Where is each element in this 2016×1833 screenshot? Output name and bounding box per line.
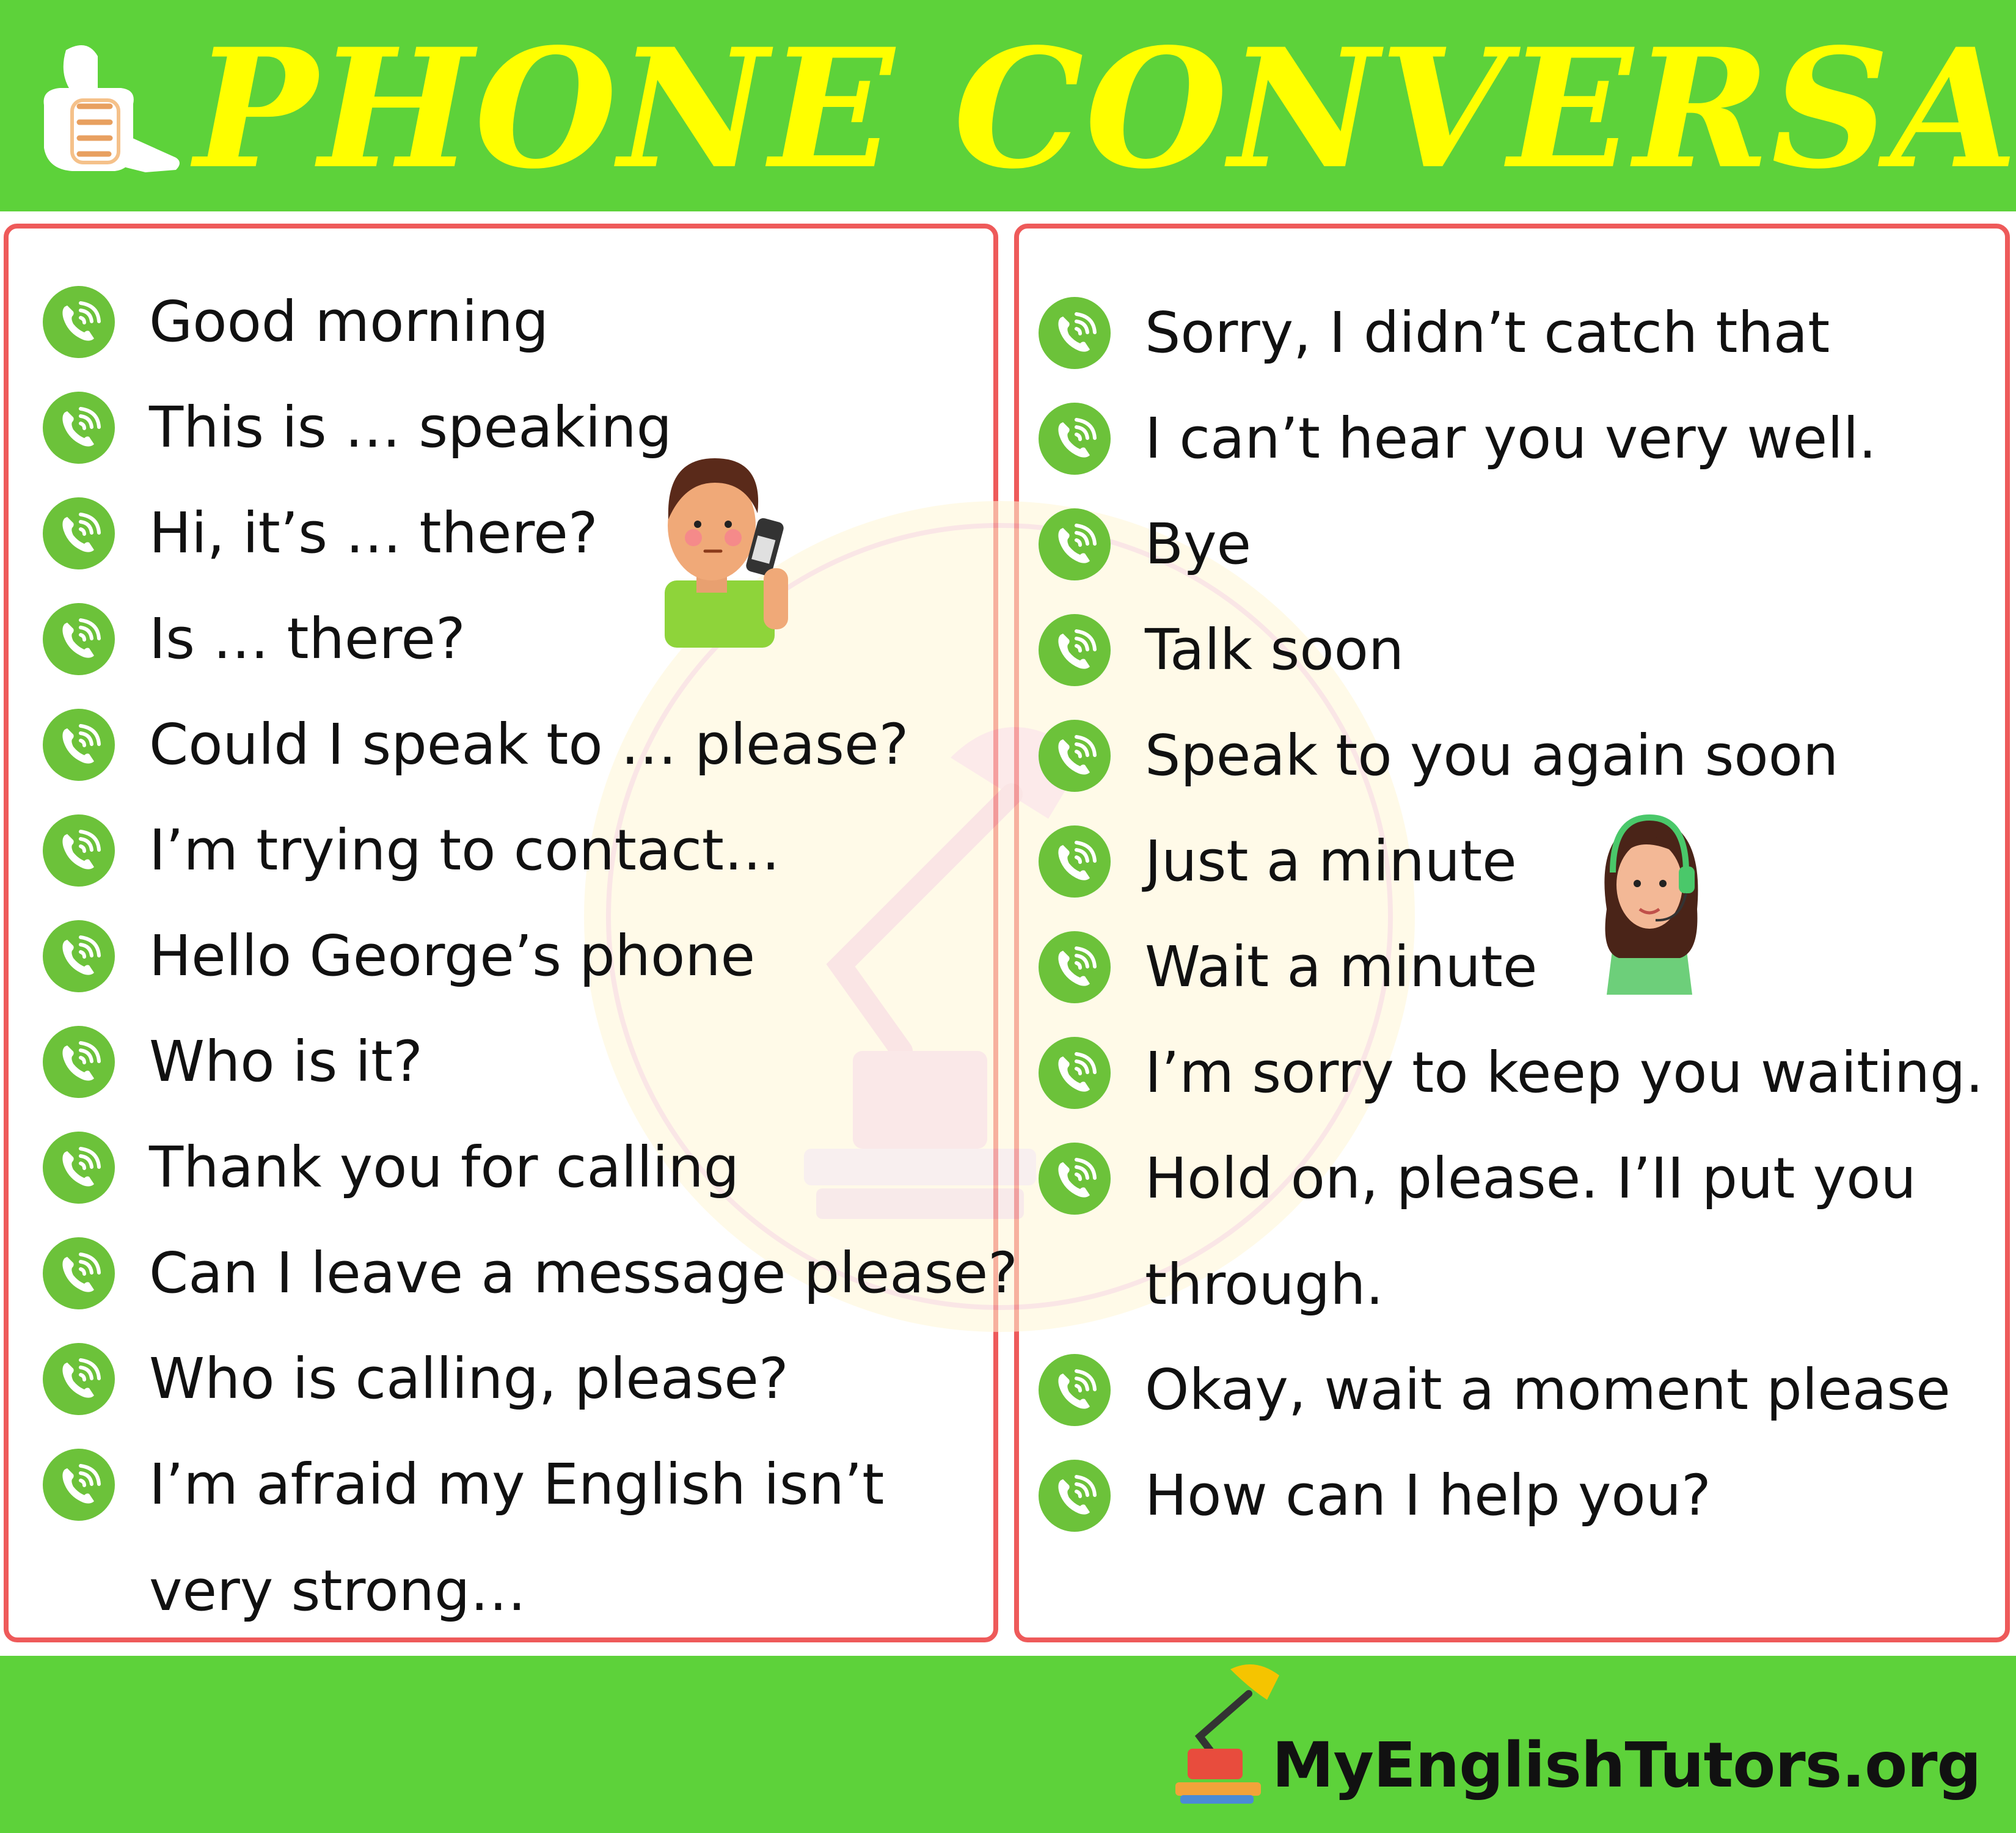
phrase-item: Speak to you again soon (1039, 703, 2016, 809)
phrase-item: Good morning (43, 269, 1020, 375)
phrase-text: Who is it? (149, 1029, 423, 1094)
phone-call-icon (1039, 1037, 1111, 1109)
phrase-item: Hold on, please. I’II put you through. (1039, 1125, 2016, 1337)
phrase-text: This is … speaking (149, 395, 673, 460)
phrase-item: Wait a minute (1039, 914, 2016, 1020)
desk-lamp-icon (1175, 1664, 1279, 1804)
phrase-text: Good morning (149, 289, 549, 354)
phrase-item: Just a minute (1039, 808, 2016, 915)
phrase-item: Thank you for calling (43, 1114, 1020, 1221)
phrase-text: Hi, it’s … there? (149, 500, 598, 566)
phone-call-icon (1039, 825, 1111, 898)
phone-call-icon (1039, 720, 1111, 792)
phrase-text: Okay, wait a moment please (1145, 1357, 1951, 1422)
phrase-text: Is … there? (149, 606, 466, 671)
phrase-item: Hi, it’s … there? (43, 480, 1020, 587)
page-title: PHONE CONVERSATION (194, 13, 2016, 205)
phone-call-icon (43, 1449, 115, 1521)
phone-call-icon (1039, 1143, 1111, 1215)
phrase-text: I’m sorry to keep you waiting. (1145, 1040, 1984, 1105)
phone-call-icon (43, 920, 115, 992)
woman-with-headset-illustration (1604, 814, 1698, 995)
phone-call-icon (43, 814, 115, 887)
phrase-item: Talk soon (1039, 597, 2016, 703)
phrase-item: How can I help you? (1039, 1443, 2016, 1549)
phone-call-icon (43, 1026, 115, 1098)
phrase-text: Sorry, I didn’t catch that (1145, 300, 1830, 365)
footer-banner: MyEnglishTutors.org (0, 1656, 2016, 1833)
phrase-item: Is … there? (43, 586, 1020, 692)
phrase-item: I can’t hear you very well. (1039, 386, 2016, 492)
phone-call-icon (43, 286, 115, 358)
phrase-item: Okay, wait a moment please (1039, 1337, 2016, 1443)
phone-call-icon (1039, 1354, 1111, 1426)
phrase-text: Who is calling, please? (149, 1346, 789, 1411)
header-banner: PHONE CONVERSATION (0, 0, 2016, 211)
phone-call-icon (43, 1132, 115, 1204)
phrase-text: Could I speak to … please? (149, 712, 909, 777)
phone-call-icon (1039, 508, 1111, 580)
phrase-text: I can’t hear you very well. (1145, 406, 1877, 471)
phrase-text: Can I leave a message please? (149, 1240, 1018, 1306)
phone-call-icon (43, 603, 115, 675)
phone-call-icon (1039, 931, 1111, 1003)
phrase-item: Hello George’s phone (43, 903, 1020, 1009)
phrase-item: Who is calling, please? (43, 1326, 1020, 1432)
phrase-item: This is … speaking (43, 375, 1020, 481)
phrase-item: Who is it? (43, 1009, 1020, 1115)
phrase-text: Just a minute (1145, 829, 1517, 894)
phone-call-icon (43, 392, 115, 464)
phone-call-icon (1039, 297, 1111, 369)
phone-call-icon (43, 497, 115, 569)
phone-call-icon (1039, 403, 1111, 475)
phone-call-icon (43, 709, 115, 781)
phrase-item: Could I speak to … please? (43, 692, 1020, 798)
phrase-text: Hold on, please. I’II put you through. (1145, 1146, 1916, 1317)
phrase-item: I’m trying to contact… (43, 797, 1020, 904)
phrase-text: Hello George’s phone (149, 923, 756, 989)
phone-call-icon (1039, 614, 1111, 686)
phone-call-icon (43, 1343, 115, 1415)
phrase-item: Bye (1039, 491, 2016, 598)
brand-wordmark[interactable]: MyEnglishTutors.org (1272, 1729, 1982, 1802)
phrase-text: Wait a minute (1145, 934, 1538, 1000)
phrase-text: I’m trying to contact… (149, 818, 780, 883)
phrase-text: How can I help you? (1145, 1463, 1711, 1528)
phrase-item: Sorry, I didn’t catch that (1039, 280, 2016, 386)
phone-call-icon (1039, 1460, 1111, 1532)
call-me-hand-icon (43, 45, 180, 172)
phrase-text: Bye (1145, 511, 1252, 577)
boy-on-phone-illustration (665, 458, 788, 648)
phrase-text: Speak to you again soon (1145, 723, 1839, 788)
phone-call-icon (43, 1237, 115, 1309)
phrase-text: I’m afraid my English isn’t very strong… (149, 1452, 885, 1623)
phrase-item: I’m sorry to keep you waiting. (1039, 1020, 2016, 1126)
phrase-text: Thank you for calling (149, 1135, 740, 1200)
phrase-item: Can I leave a message please? (43, 1220, 1020, 1326)
phrase-item: I’m afraid my English isn’t very strong… (43, 1432, 1020, 1643)
phrase-text: Talk soon (1145, 617, 1404, 682)
